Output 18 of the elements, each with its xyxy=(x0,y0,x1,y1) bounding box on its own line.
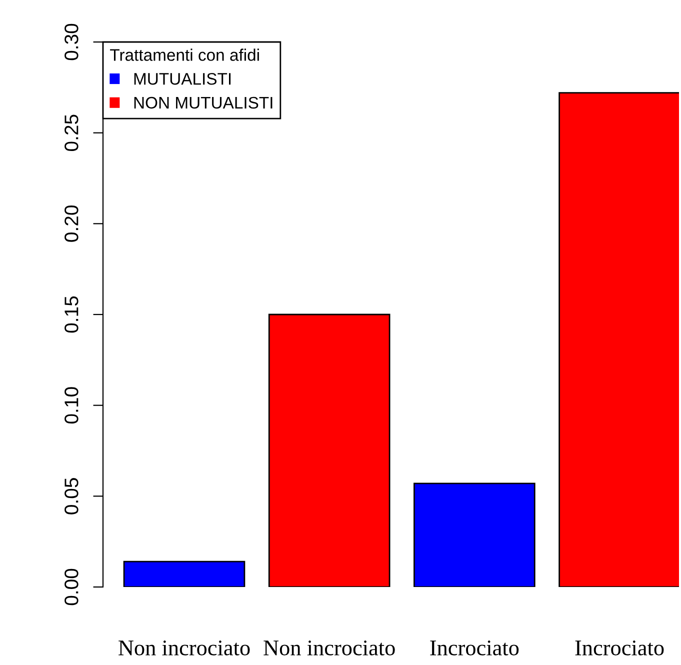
legend-label: NON MUTUALISTI xyxy=(134,96,272,109)
y-tick-label: 0.25 xyxy=(64,114,78,151)
y-tick-label: 0.15 xyxy=(64,296,78,333)
bar xyxy=(123,560,246,587)
y-tick-label: 0.20 xyxy=(64,206,78,242)
legend-title: Trattamenti con afidi xyxy=(110,48,259,61)
y-tick-label: 0.10 xyxy=(64,387,78,424)
bar xyxy=(558,92,679,587)
legend-label: MUTUALISTI xyxy=(134,72,231,85)
x-tick-label: Non incrociato xyxy=(118,640,250,656)
x-tick-label: Incrociato xyxy=(430,640,519,656)
x-tick-label: Non incrociato xyxy=(264,640,395,656)
bar xyxy=(414,482,536,587)
y-tick-label: 0.00 xyxy=(64,568,78,606)
bar xyxy=(268,314,390,587)
y-tick-label: 0.30 xyxy=(64,24,78,60)
y-tick-label: 0.05 xyxy=(64,478,78,514)
x-tick-label: Incrociato xyxy=(575,640,664,656)
